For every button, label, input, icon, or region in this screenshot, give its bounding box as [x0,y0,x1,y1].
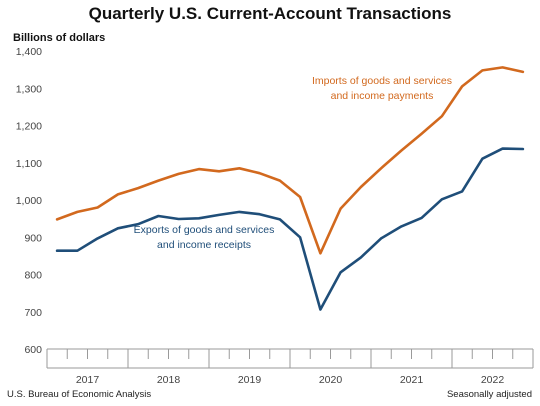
series-layer [55,66,525,311]
axes: 600 700 800 900 1,000 1,100 1,200 1,300 1,400 201… [16,46,534,386]
y-tick-label: 1,000 [16,195,42,207]
y-tick-label: 1,400 [16,46,42,58]
y-tick-label: 1,300 [16,83,42,95]
y-tick-label: 700 [24,307,42,319]
x-year-label: 2020 [319,374,343,386]
x-year-label: 2022 [481,374,505,386]
y-tick-label: 900 [24,232,42,244]
y-tick-label: 1,200 [16,121,42,133]
y-tick-label: 1,100 [16,158,42,170]
y-axis-unit-label: Billions of dollars [13,32,106,44]
imports-series-line [55,66,525,255]
x-year-label: 2021 [400,374,424,386]
imports-series-label: Imports of goods and services and income … [312,75,452,102]
x-year-label: 2017 [76,374,100,386]
x-year-label: 2019 [238,374,262,386]
exports-series-label: Exports of goods and services and income … [134,224,275,251]
x-year-label: 2018 [157,374,181,386]
series-annotations: Imports of goods and services and income … [134,75,452,251]
y-tick-label: 600 [24,344,42,356]
chart-title: Quarterly U.S. Current-Account Transacti… [88,4,452,23]
y-tick-label: 800 [24,270,42,282]
exports-series-line [55,147,525,311]
adjustment-note: Seasonally adjusted [446,389,532,400]
source-note: U.S. Bureau of Economic Analysis [7,389,152,400]
